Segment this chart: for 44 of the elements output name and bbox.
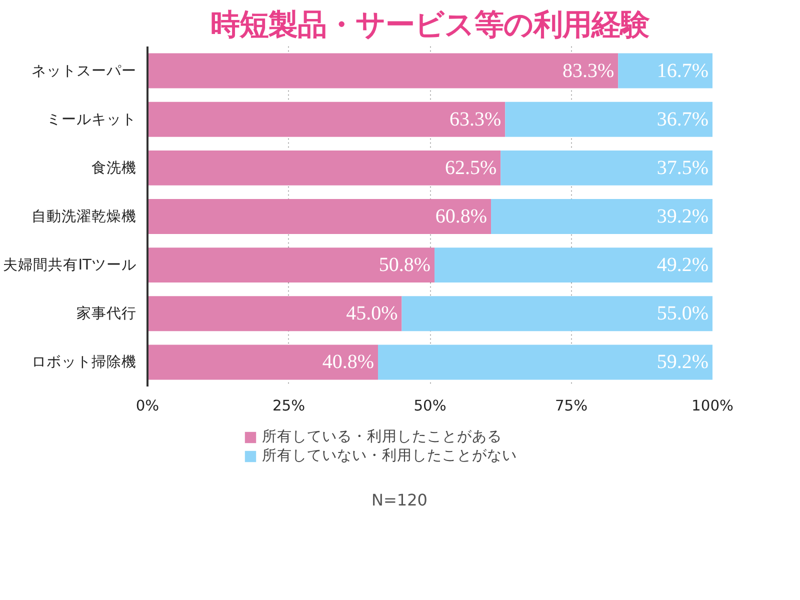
bar: [148, 102, 506, 137]
data-label: 49.2%: [656, 254, 709, 276]
chart-title: 時短製品・サービス等の利用経験: [210, 8, 650, 42]
data-label: 59.2%: [656, 351, 709, 374]
y-tick-label: 自動洗濯乾燥機: [32, 208, 136, 225]
data-label: 83.3%: [562, 60, 614, 82]
y-tick-label: 家事代行: [76, 305, 136, 322]
bar: [500, 150, 712, 186]
y-tick-label: ネットスーパー: [32, 62, 136, 80]
data-label: 45.0%: [346, 302, 398, 325]
data-label: 36.7%: [656, 108, 709, 130]
legend-label: 所有していない・利用したことがない: [262, 446, 517, 465]
bar: [618, 53, 712, 88]
bar: [148, 344, 378, 380]
data-label: 16.7%: [656, 60, 709, 82]
bar: [148, 199, 492, 234]
legend-label: 所有している・利用したことがある: [262, 427, 502, 446]
bar: [148, 53, 618, 88]
bar: [148, 296, 402, 332]
data-label: 39.2%: [656, 206, 709, 228]
data-label: 60.8%: [435, 206, 488, 228]
data-label: 55.0%: [656, 302, 709, 325]
bar: [402, 296, 712, 332]
x-tick-label: 50%: [414, 398, 446, 414]
x-tick-label: 75%: [554, 398, 588, 414]
x-tick-label: 25%: [272, 398, 306, 414]
bar: [491, 199, 712, 234]
data-label: 62.5%: [444, 156, 497, 179]
y-tick-label: 夫婦間共有ITツール: [3, 256, 137, 274]
data-label: 37.5%: [656, 156, 709, 179]
x-tick-label: 0%: [136, 398, 160, 414]
x-tick-label: 100%: [692, 398, 734, 414]
bar: [148, 150, 501, 186]
bar: [434, 248, 712, 283]
y-tick-label: ミールキット: [46, 110, 136, 128]
text: N=120: [372, 490, 428, 510]
bar: [148, 248, 435, 283]
y-tick-label: 食洗機: [92, 159, 136, 176]
bar: [378, 344, 712, 380]
data-label: 63.3%: [449, 108, 502, 130]
bar: [505, 102, 712, 137]
y-tick-label: ロボット掃除機: [32, 354, 136, 371]
data-label: 40.8%: [322, 351, 374, 374]
data-label: 50.8%: [378, 254, 431, 276]
